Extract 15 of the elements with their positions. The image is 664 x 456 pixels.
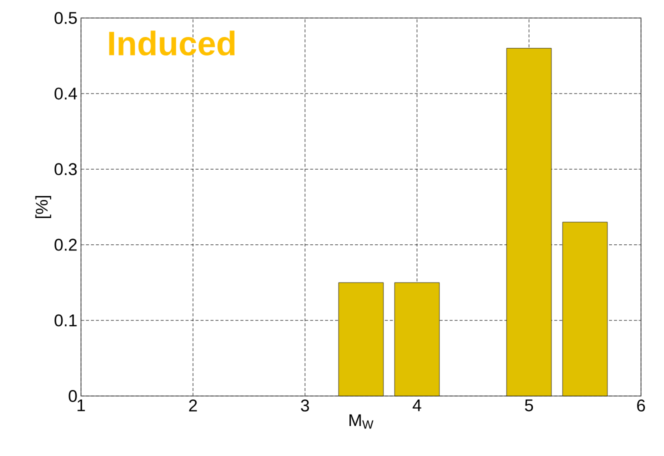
x-tick-label: 2 [189, 400, 197, 412]
y-tick-label: 0.3 [54, 163, 77, 176]
y-tick-label: 0 [68, 390, 77, 402]
y-tick-label: 0.1 [54, 314, 77, 326]
y-tick-label: 0.4 [54, 88, 77, 100]
y-tick-label: 0.2 [54, 238, 77, 251]
x-tick-label: 5 [524, 400, 533, 412]
x-tick-label: 1 [78, 400, 85, 412]
chart-title: Induced [109, 30, 235, 56]
x-tick-label: 4 [412, 400, 422, 412]
y-tick-label: 0.5 [54, 12, 77, 24]
x-tick-label: 6 [637, 400, 645, 412]
x-tick-label: 3 [300, 400, 309, 412]
x-axis-title: M$_{W}$ [350, 414, 374, 429]
y-axis-title: [%] [35, 196, 52, 218]
